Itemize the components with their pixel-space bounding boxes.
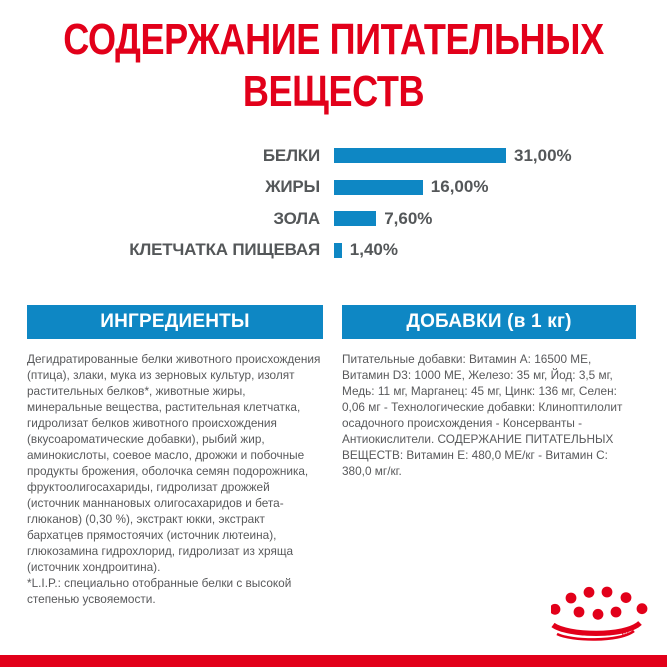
additives-header-label: ДОБАВКИ (в 1 кг) <box>406 311 572 332</box>
ingredients-text: Дегидратированные белки животного происх… <box>27 352 321 574</box>
crown-dot <box>601 586 613 598</box>
registered-trademark-letter: R <box>623 630 626 635</box>
crown-dot <box>583 586 595 598</box>
chart-bar <box>334 148 506 164</box>
chart-row: КЛЕТЧАТКА ПИЩЕВАЯ 1,40% <box>0 235 667 267</box>
chart-bar <box>334 179 423 195</box>
chart-category-label: БЕЛКИ <box>262 145 320 165</box>
chart-row: БЕЛКИ 31,00% <box>0 140 667 172</box>
crown-arc-thick <box>551 620 642 636</box>
registered-trademark-icon: R <box>621 629 629 636</box>
crown-dot <box>551 603 561 615</box>
ingredients-header: ИНГРЕДИЕНТЫ <box>27 305 323 339</box>
chart-value-label: 16,00% <box>430 177 489 197</box>
chart-row: ЗОЛА 7,60% <box>0 203 667 235</box>
chart-row: ЖИРЫ 16,00% <box>0 172 667 204</box>
chart-value-label: 31,00% <box>514 145 572 165</box>
page-title-line-2: ВЕЩЕСТВ <box>242 67 425 116</box>
additives-text: Питательные добавки: Витамин A: 16500 МЕ… <box>342 352 623 478</box>
additives-section: ДОБАВКИ (в 1 кг) Питательные добавки: Ви… <box>342 305 636 479</box>
chart-category-label: ЖИРЫ <box>265 177 320 197</box>
crown-dot <box>610 606 622 618</box>
crown-dot <box>620 592 632 603</box>
crown-dot <box>573 606 585 618</box>
royal-canin-crown-logo: R <box>551 586 648 641</box>
crown-dot <box>565 592 577 604</box>
crown-dot <box>592 608 604 620</box>
ingredients-footnote: *L.I.P.: специально отобранные белки с в… <box>27 576 292 606</box>
additives-header: ДОБАВКИ (в 1 кг) <box>342 305 636 339</box>
page-title-line-1: СОДЕРЖАНИЕ ПИТАТЕЛЬНЫХ <box>63 15 604 64</box>
chart-value-label: 7,60% <box>384 208 433 228</box>
page-title: СОДЕРЖАНИЕ ПИТАТЕЛЬНЫХ ВЕЩЕСТВ <box>60 14 607 118</box>
chart-category-label: КЛЕТЧАТКА ПИЩЕВАЯ <box>129 240 320 260</box>
ingredients-header-label: ИНГРЕДИЕНТЫ <box>100 311 250 332</box>
nutrition-bar-chart: БЕЛКИ 31,00% ЖИРЫ 16,00% ЗОЛА 7,60% КЛЕТЧАТКА … <box>0 140 667 266</box>
crown-arc-thin <box>556 629 635 641</box>
bottom-red-bar <box>0 655 667 667</box>
chart-value-label: 1,40% <box>349 240 398 260</box>
crown-dot <box>636 603 648 615</box>
chart-category-label: ЗОЛА <box>273 208 320 228</box>
chart-bar <box>334 211 377 227</box>
chart-bar <box>334 242 342 258</box>
ingredients-section: ИНГРЕДИЕНТЫ Дегидратированные белки живо… <box>27 305 323 607</box>
